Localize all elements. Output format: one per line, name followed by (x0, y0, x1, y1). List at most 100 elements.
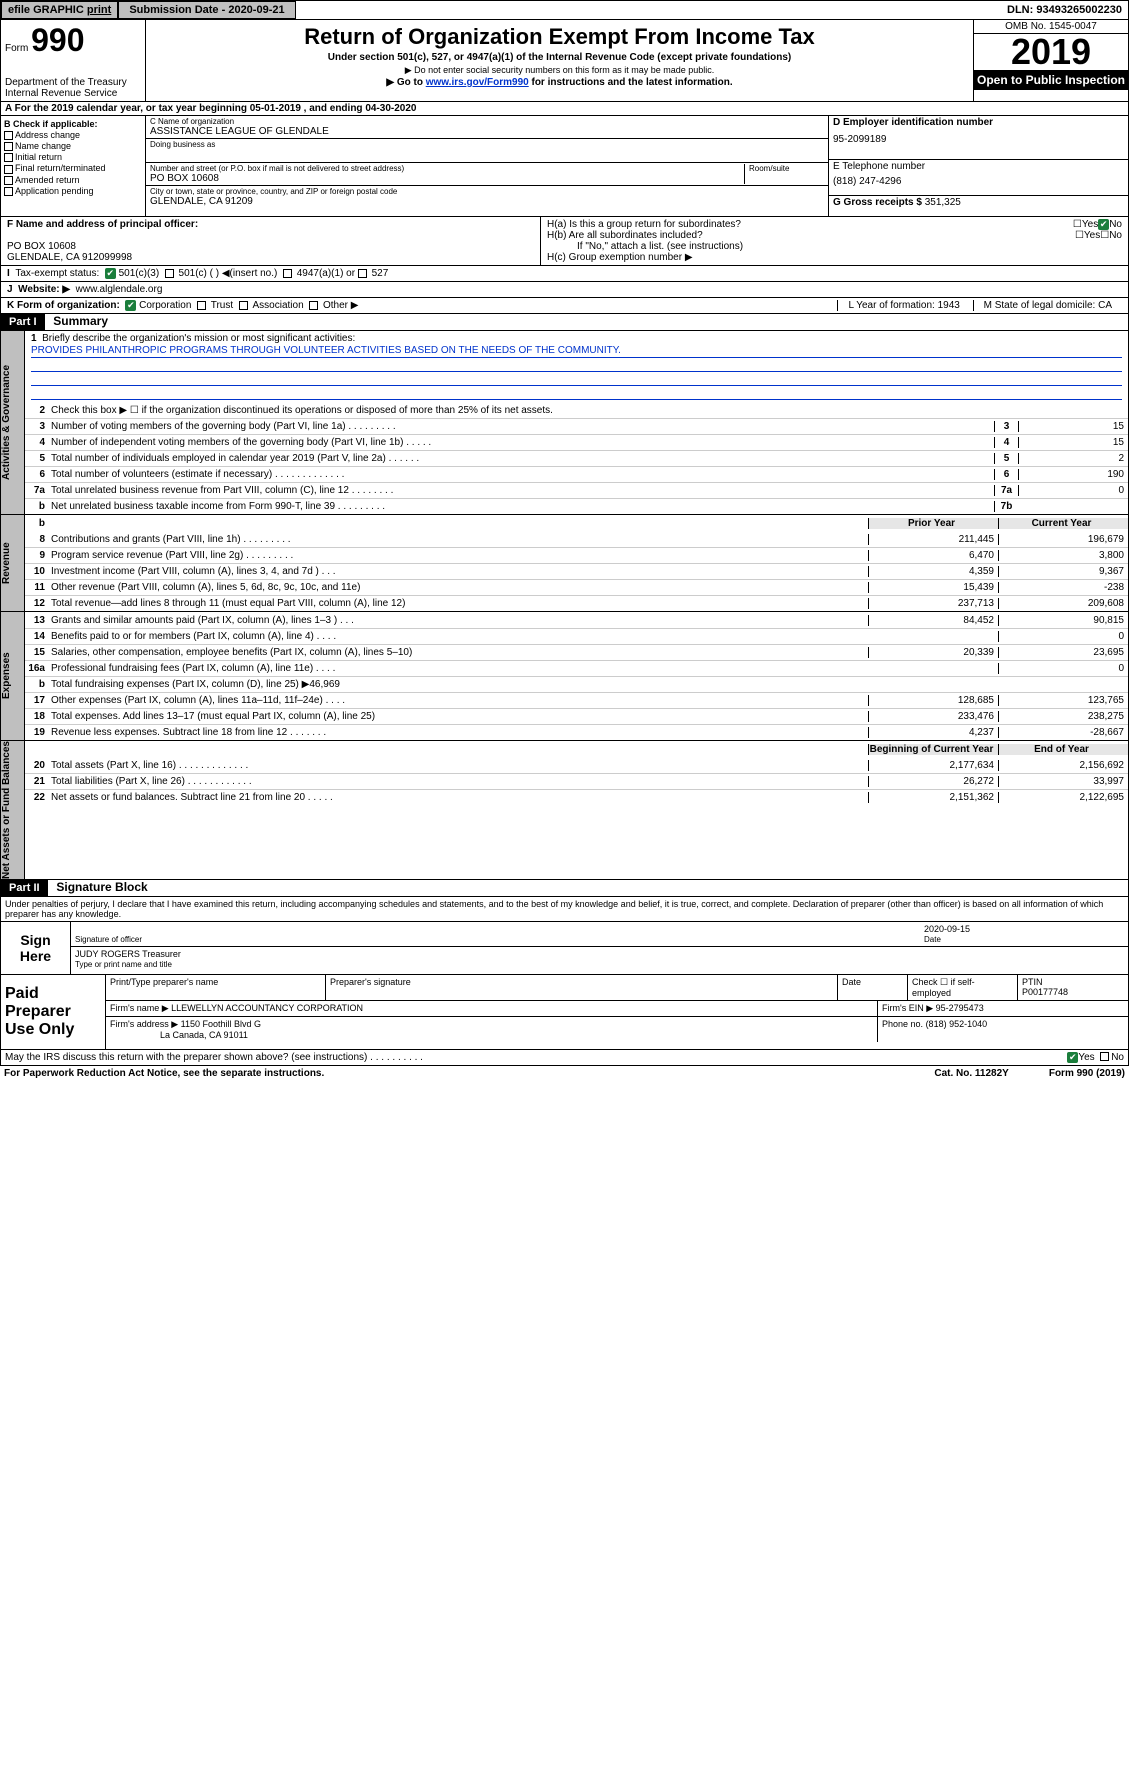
officer-name-label: Type or print name and title (75, 960, 172, 969)
paid-h3: Date (838, 975, 908, 1000)
mission-blank2 (31, 372, 1122, 386)
firm-phone-label: Phone no. (882, 1019, 923, 1029)
print-button[interactable]: print (87, 4, 111, 16)
rev-line-8: 8 Contributions and grants (Part VIII, l… (25, 531, 1128, 547)
opt-trust: Trust (211, 300, 233, 311)
chk-name-change[interactable]: Name change (4, 141, 142, 151)
vert-netassets: Net Assets or Fund Balances (1, 741, 25, 879)
ssn-note: ▶ Do not enter social security numbers o… (152, 65, 967, 76)
tax-exempt-label: Tax-exempt status: (15, 268, 99, 279)
hb-yes[interactable]: ☐Yes (1075, 230, 1100, 241)
exp-line-14: 14 Benefits paid to or for members (Part… (25, 628, 1128, 644)
room-label: Room/suite (749, 164, 824, 173)
paid-preparer-label: Paid Preparer Use Only (1, 975, 106, 1049)
expenses-body: 13 Grants and similar amounts paid (Part… (25, 612, 1128, 740)
sign-here-row: Sign Here Signature of officer 2020-09-1… (0, 922, 1129, 975)
chk-527[interactable] (358, 269, 367, 278)
hb-no[interactable]: ☐No (1100, 230, 1122, 241)
chk-501c[interactable] (165, 269, 174, 278)
part1-bar: Part I Summary (0, 314, 1129, 331)
mission-text: PROVIDES PHILANTHROPIC PROGRAMS THROUGH … (31, 344, 1122, 358)
section-deg: D Employer identification number 95-2099… (828, 116, 1128, 216)
chk-other[interactable] (309, 301, 318, 310)
chk-corporation[interactable]: ✔ (125, 300, 136, 311)
opt-4947: 4947(a)(1) or (297, 268, 355, 279)
state-domicile: M State of legal domicile: CA (973, 300, 1122, 311)
irs-link[interactable]: www.irs.gov/Form990 (426, 77, 529, 88)
section-f: F Name and address of principal officer:… (1, 217, 541, 265)
perjury-text: Under penalties of perjury, I declare th… (0, 897, 1129, 922)
firm-phone-value: (818) 952-1040 (926, 1019, 988, 1029)
expenses-section: Expenses 13 Grants and similar amounts p… (0, 612, 1129, 741)
netassets-body: Beginning of Current Year End of Year 20… (25, 741, 1128, 879)
department-label: Department of the Treasury Internal Reve… (5, 77, 141, 99)
open-to-public: Open to Public Inspection (974, 70, 1128, 90)
netassets-section: Net Assets or Fund Balances Beginning of… (0, 741, 1129, 880)
chk-address-change[interactable]: Address change (4, 130, 142, 140)
vert-expenses: Expenses (1, 612, 25, 740)
col-prior-year: Prior Year (868, 518, 998, 529)
header-center: Return of Organization Exempt From Incom… (146, 20, 973, 101)
chk-501c3[interactable]: ✔ (105, 268, 116, 279)
chk-final-return[interactable]: Final return/terminated (4, 163, 142, 173)
opt-other: Other ▶ (323, 300, 358, 311)
col-end-year: End of Year (998, 744, 1128, 755)
principal-line1: PO BOX 10608 (7, 241, 534, 252)
cat-no: Cat. No. 11282Y (934, 1068, 1008, 1079)
kform-row: K Form of organization: ✔ Corporation Tr… (0, 298, 1129, 314)
chk-initial-return[interactable]: Initial return (4, 152, 142, 162)
paid-ptin: PTINP00177748 (1018, 975, 1128, 1000)
rev-line-9: 9 Program service revenue (Part VIII, li… (25, 547, 1128, 563)
website-label: Website: ▶ (18, 284, 70, 295)
phone-label: E Telephone number (833, 161, 1124, 172)
chk-amended-return[interactable]: Amended return (4, 175, 142, 185)
org-name-label: C Name of organization (150, 117, 824, 126)
opt-corp: Corporation (139, 300, 191, 311)
firm-addr1: 1150 Foothill Blvd G (181, 1019, 261, 1029)
ha-no-checked[interactable]: ✔ (1098, 219, 1109, 230)
mission-block: 1 Briefly describe the organization's mi… (25, 331, 1128, 402)
rev-line-11: 11 Other revenue (Part VIII, column (A),… (25, 579, 1128, 595)
firm-ein-label: Firm's EIN ▶ (882, 1003, 933, 1013)
chk-trust[interactable] (197, 301, 206, 310)
form-number: 990 (31, 22, 84, 58)
gov-line-2: 2 Check this box ▶ ☐ if the organization… (25, 402, 1128, 418)
col-current-year: Current Year (998, 518, 1128, 529)
exp-line-19: 19 Revenue less expenses. Subtract line … (25, 724, 1128, 740)
mission-num: 1 (31, 333, 37, 344)
discuss-yes-checked[interactable]: ✔ (1067, 1052, 1078, 1063)
goto-post: for instructions and the latest informat… (529, 77, 733, 88)
revenue-section: Revenue b Prior Year Current Year 8 Cont… (0, 515, 1129, 612)
gross-receipts-value: 351,325 (925, 197, 961, 208)
chk-4947[interactable] (283, 269, 292, 278)
firm-ein-value: 95-2795473 (936, 1003, 984, 1013)
tax-period-text: A For the 2019 calendar year, or tax yea… (5, 103, 416, 114)
street-value: PO BOX 10608 (150, 173, 744, 184)
efile-print-area: efile GRAPHIC print (1, 1, 118, 19)
ha-no: No (1109, 219, 1122, 230)
section-c: C Name of organization ASSISTANCE LEAGUE… (146, 116, 828, 216)
gov-line-6: 6 Total number of volunteers (estimate i… (25, 466, 1128, 482)
ha-label: H(a) Is this a group return for subordin… (547, 219, 1073, 230)
discuss-row: May the IRS discuss this return with the… (0, 1050, 1129, 1066)
chk-association[interactable] (239, 301, 248, 310)
ha-yes[interactable]: ☐Yes (1073, 219, 1098, 230)
rev-line-10: 10 Investment income (Part VIII, column … (25, 563, 1128, 579)
exp-line-17: 17 Other expenses (Part IX, column (A), … (25, 692, 1128, 708)
sig-officer-label: Signature of officer (75, 935, 142, 944)
website-value: www.alglendale.org (76, 284, 163, 295)
form-id-block: Form 990 Department of the Treasury Inte… (1, 20, 146, 101)
firm-name-value: LLEWELLYN ACCOUNTANCY CORPORATION (171, 1003, 363, 1013)
mission-label: Briefly describe the organization's miss… (42, 333, 355, 344)
discuss-no[interactable] (1100, 1052, 1109, 1061)
discuss-yes: Yes (1078, 1052, 1094, 1063)
exp-line-b: b Total fundraising expenses (Part IX, c… (25, 676, 1128, 692)
principal-row: F Name and address of principal officer:… (0, 217, 1129, 266)
identity-block: B Check if applicable: Address change Na… (0, 116, 1129, 217)
chk-application-pending[interactable]: Application pending (4, 186, 142, 196)
header-right: OMB No. 1545-0047 2019 Open to Public In… (973, 20, 1128, 101)
governance-body: 1 Briefly describe the organization's mi… (25, 331, 1128, 514)
paid-body: Print/Type preparer's name Preparer's si… (106, 975, 1128, 1049)
net-line-22: 22 Net assets or fund balances. Subtract… (25, 789, 1128, 805)
part1-title: Summary (53, 314, 108, 328)
